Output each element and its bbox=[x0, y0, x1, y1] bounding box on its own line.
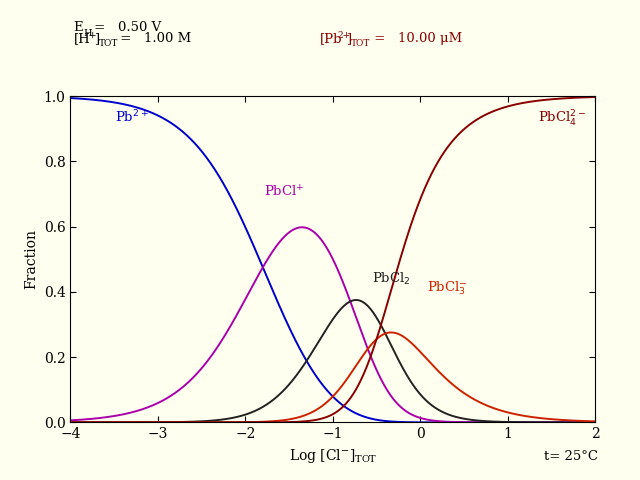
Text: TOT: TOT bbox=[351, 39, 371, 48]
Text: ]: ] bbox=[94, 32, 99, 45]
Text: PbCl$^{+}$: PbCl$^{+}$ bbox=[264, 184, 305, 199]
X-axis label: Log [Cl$^{-}$]$_\mathregular{TOT}$: Log [Cl$^{-}$]$_\mathregular{TOT}$ bbox=[289, 447, 377, 465]
Text: =   10.00 μM: = 10.00 μM bbox=[370, 32, 462, 45]
Text: +: + bbox=[88, 31, 96, 40]
Text: [H: [H bbox=[74, 32, 90, 45]
Text: H: H bbox=[83, 28, 92, 37]
Text: =   0.50 V: = 0.50 V bbox=[90, 21, 161, 34]
Text: ]: ] bbox=[346, 32, 351, 45]
Text: Pb$^{2+}$: Pb$^{2+}$ bbox=[115, 109, 148, 126]
Text: PbCl$_4^{2-}$: PbCl$_4^{2-}$ bbox=[538, 109, 586, 129]
Text: TOT: TOT bbox=[99, 39, 118, 48]
Text: =   1.00 M: = 1.00 M bbox=[116, 32, 192, 45]
Text: PbCl$_3^{-}$: PbCl$_3^{-}$ bbox=[428, 279, 468, 297]
Y-axis label: Fraction: Fraction bbox=[24, 229, 38, 289]
Text: E: E bbox=[74, 21, 83, 34]
Text: t= 25°C: t= 25°C bbox=[544, 450, 598, 463]
Text: [Pb: [Pb bbox=[320, 32, 342, 45]
Text: PbCl$_2$: PbCl$_2$ bbox=[372, 271, 411, 287]
Text: 2+: 2+ bbox=[337, 31, 351, 40]
